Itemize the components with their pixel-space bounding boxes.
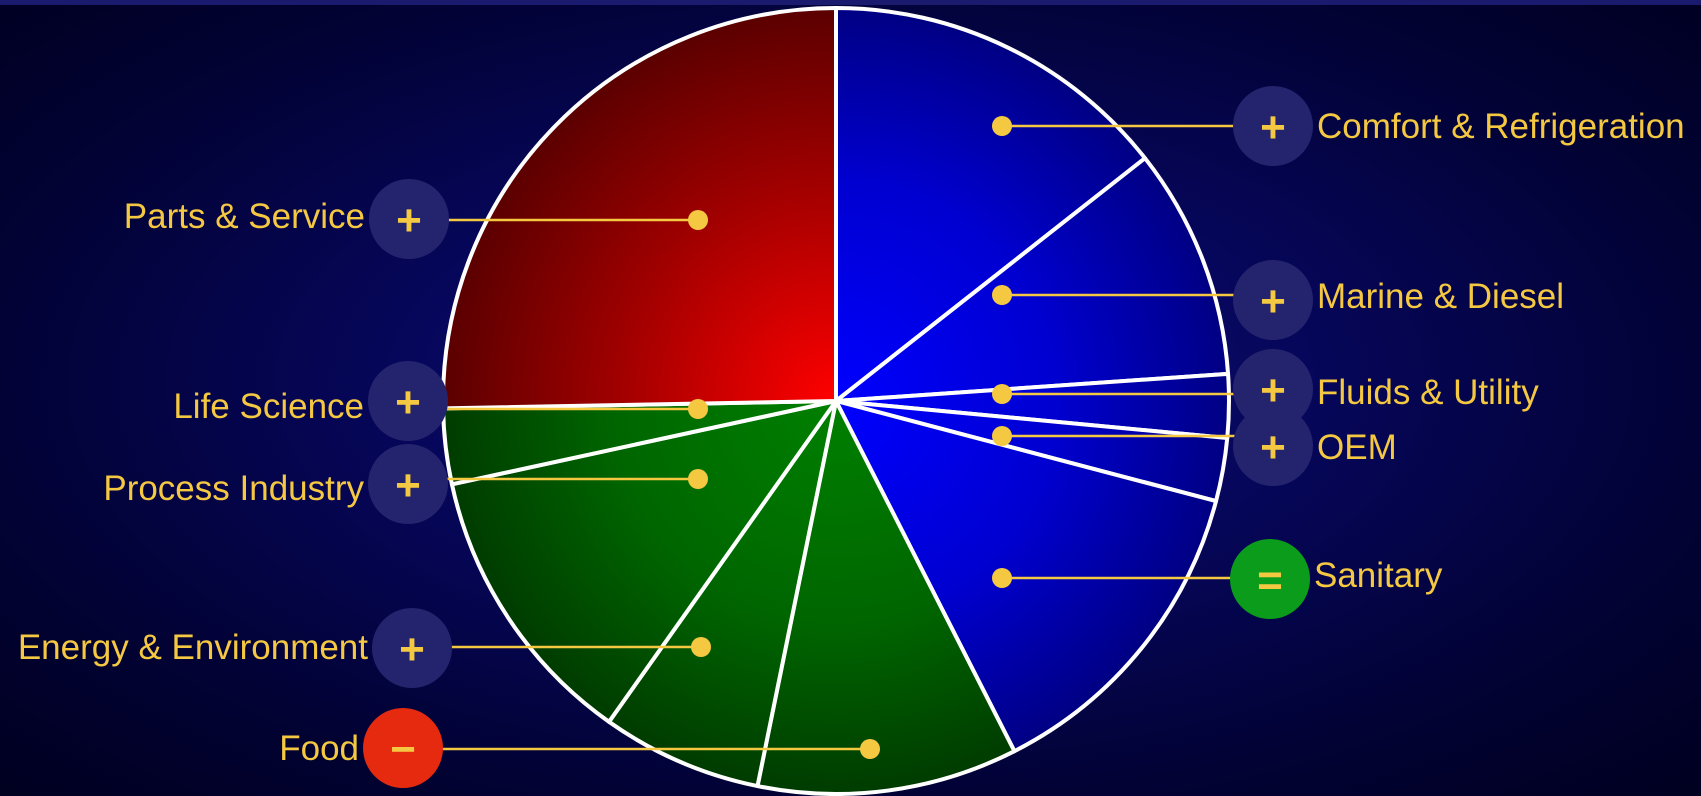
slice-label-marine-and-diesel: Marine & Diesel [1317,277,1564,316]
plus-icon: + [1260,423,1286,472]
equals-badge-sanitary [1230,539,1310,619]
minus-icon: − [390,725,416,774]
plus-icon: + [399,625,425,674]
leader-dot-life-science [688,399,708,419]
slice-label-comfort-and-refrigeration: Comfort & Refrigeration [1317,107,1685,146]
slice-label-process-industry: Process Industry [103,469,364,508]
pie-slice-marine-and-diesel [834,156,1231,403]
leader-dot-oem [992,426,1012,446]
plus-badge-life-science [368,361,448,441]
plus-icon: + [395,461,421,510]
slice-label-sanitary: Sanitary [1314,556,1443,595]
pie-slice-sanitary [834,399,1219,754]
plus-badge-marine-and-diesel [1233,260,1313,340]
slice-label-life-science: Life Science [173,387,364,426]
plus-icon: + [395,378,421,427]
leader-dot-fluids-and-utility [992,384,1012,404]
plus-badge-fluids-and-utility [1233,349,1313,429]
leader-dot-marine-and-diesel [992,285,1012,305]
pie-slice-parts-and-service [441,6,838,411]
equals-icon: = [1257,556,1283,605]
pie-slice-process-industry [449,399,838,724]
slice-label-fluids-and-utility: Fluids & Utility [1317,373,1539,412]
plus-badge-parts-and-service [369,179,449,259]
plus-badge-comfort-and-refrigeration [1233,86,1313,166]
leader-dot-process-industry [688,469,708,489]
slice-label-energy-and-environment: Energy & Environment [18,628,368,667]
minus-badge-food [363,708,443,788]
plus-badge-energy-and-environment [372,608,452,688]
pie-slice-food [755,399,1017,796]
top-bar [0,0,1701,5]
pie-slice-energy-and-environment [607,399,838,789]
slice-label-parts-and-service: Parts & Service [124,197,365,236]
pie-slice-comfort-and-refrigeration [834,6,1148,403]
slice-label-oem: OEM [1317,428,1397,467]
leader-dot-comfort-and-refrigeration [992,116,1012,136]
leader-dot-food [860,739,880,759]
slice-label-food: Food [279,729,359,768]
plus-badge-oem [1233,406,1313,486]
leader-dot-parts-and-service [688,210,708,230]
leader-dot-sanitary [992,568,1012,588]
plus-icon: + [396,196,422,245]
plus-badge-process-industry [368,444,448,524]
leader-dot-energy-and-environment [691,637,711,657]
plus-icon: + [1260,103,1286,152]
plus-icon: + [1260,277,1286,326]
